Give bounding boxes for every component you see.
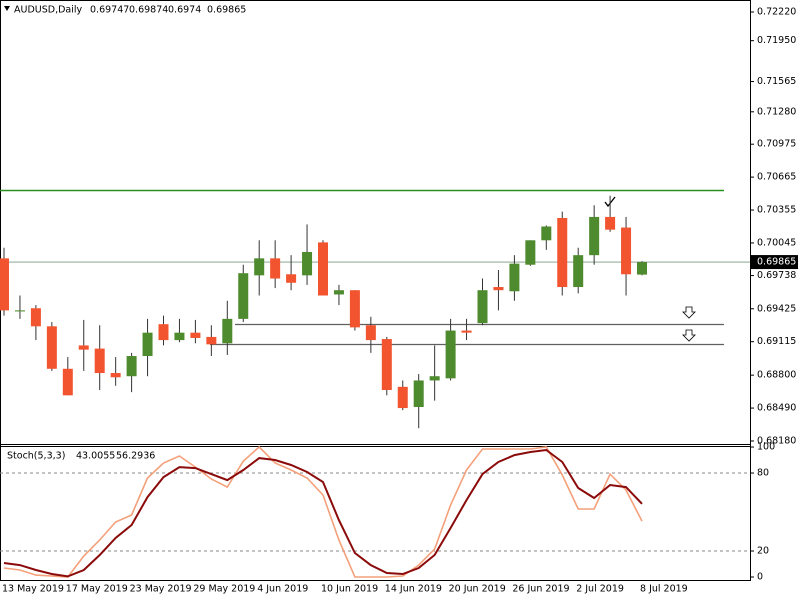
x-tick-label: 17 May 2019 <box>66 584 128 595</box>
x-tick-label: 10 Jun 2019 <box>321 584 378 595</box>
candle-body <box>461 330 472 333</box>
check-icon <box>604 196 616 208</box>
candle-body <box>429 376 440 381</box>
candle-body <box>286 274 297 283</box>
y-tick-label: 0.72220 <box>757 6 796 17</box>
indicator-main-value: 43.0055 <box>76 451 115 462</box>
y-tick-label: 0.68180 <box>757 435 796 446</box>
header-low: 0.6974 <box>168 5 201 16</box>
candle-body <box>222 318 233 344</box>
x-tick-label: 20 Jun 2019 <box>449 584 506 595</box>
price-tag-label: 0.69865 <box>757 257 796 268</box>
candle-body <box>621 227 632 275</box>
y-tick-label: 0.70665 <box>757 172 796 183</box>
candle-body <box>206 336 217 345</box>
chart-title: AUDUSD,Daily <box>14 5 83 16</box>
x-tick-label: 29 May 2019 <box>193 584 255 595</box>
candle-body <box>573 255 584 288</box>
header-close: 0.69865 <box>207 5 246 16</box>
candle-body <box>0 258 9 311</box>
y-tick-label: 100 <box>757 442 775 453</box>
candle-body <box>589 216 600 256</box>
candle-body <box>46 326 57 369</box>
candle-body <box>605 216 616 230</box>
x-tick-label: 23 May 2019 <box>130 584 192 595</box>
candle-body <box>557 217 568 288</box>
candle-body <box>62 368 73 396</box>
candle-body <box>254 258 265 276</box>
candle-body <box>78 345 89 350</box>
candle-body <box>302 251 313 276</box>
candle-body <box>190 332 201 338</box>
candle-body <box>14 310 25 312</box>
arrow-icon <box>682 306 696 319</box>
plot-frame <box>0 0 751 581</box>
indicator-line <box>3 448 643 578</box>
header-high: 0.69874 <box>129 5 168 16</box>
price-tag <box>751 255 798 270</box>
y-tick-label: 0.70975 <box>757 139 796 150</box>
y-tick-label: 0.69738 <box>757 270 796 281</box>
indicator-title: Stoch(5,3,3) <box>7 451 65 462</box>
candle-body <box>94 348 105 374</box>
candle-body <box>270 258 281 279</box>
y-tick-label: 0.70045 <box>757 237 796 248</box>
indicator-line <box>3 445 643 578</box>
x-tick-label: 8 Jul 2019 <box>640 584 688 595</box>
y-tick-label: 0.71950 <box>757 35 796 46</box>
candle-body <box>637 262 647 275</box>
indicator-signal-value: 56.2936 <box>116 451 155 462</box>
y-tick-label: 0.68800 <box>757 370 796 381</box>
candle-body <box>509 263 520 292</box>
candle-body <box>349 290 360 328</box>
y-tick-label: 80 <box>757 468 769 479</box>
candle-body <box>238 273 249 319</box>
x-tick-label: 4 Jun 2019 <box>257 584 308 595</box>
candle-body <box>318 242 328 296</box>
y-tick-label: 0 <box>757 572 763 583</box>
candle-body <box>397 386 408 409</box>
candle-body <box>365 325 376 341</box>
y-tick-label: 0.71565 <box>757 76 796 87</box>
candle-body <box>110 373 121 378</box>
x-tick-label: 26 Jun 2019 <box>512 584 569 595</box>
y-tick-label: 0.69115 <box>757 336 796 347</box>
x-tick-label: 14 Jun 2019 <box>385 584 442 595</box>
candle-body <box>493 287 504 291</box>
y-tick-label: 0.68490 <box>757 403 796 414</box>
candle-body <box>541 226 552 241</box>
candle-body <box>333 290 344 295</box>
candle-body <box>413 380 424 408</box>
arrow-icon <box>682 329 696 342</box>
candle-body <box>126 356 137 377</box>
candle-body <box>445 330 456 379</box>
x-tick-label: 2 Jul 2019 <box>576 584 624 595</box>
y-tick-label: 0.69425 <box>757 303 796 314</box>
y-tick-label: 20 <box>757 546 769 557</box>
y-tick-label: 0.70355 <box>757 205 796 216</box>
header-open: 0.69747 <box>90 5 129 16</box>
x-tick-label: 13 May 2019 <box>2 584 64 595</box>
candle-body <box>30 308 41 327</box>
candle-body <box>158 324 169 341</box>
candle-body <box>477 290 488 324</box>
menu-triangle <box>4 6 10 11</box>
y-tick-label: 0.71280 <box>757 106 796 117</box>
candle-body <box>174 332 185 341</box>
candle-body <box>525 240 536 265</box>
candle-body <box>142 332 153 357</box>
candle-body <box>381 339 392 391</box>
